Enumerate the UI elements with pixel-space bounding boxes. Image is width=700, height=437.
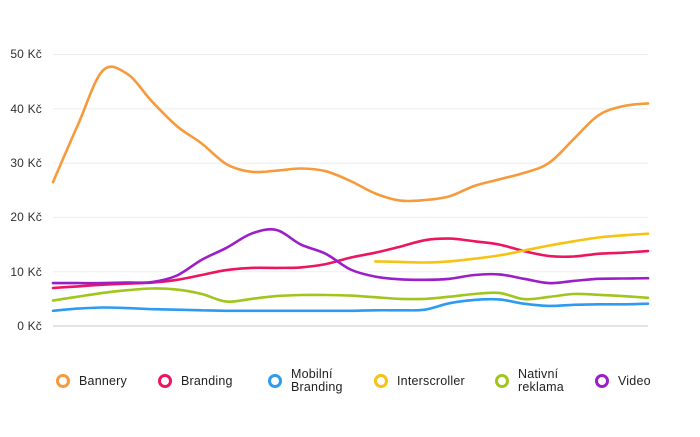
- legend-swatch-branding-icon: [158, 374, 172, 388]
- legend-label-line: reklama: [518, 380, 564, 394]
- series-line-interscroller: [374, 232, 650, 264]
- y-axis-tick-label: 10 Kč: [10, 265, 42, 279]
- legend-label-nativni-reklama: Nativní reklama: [518, 368, 564, 394]
- legend-item-branding[interactable]: Branding: [158, 362, 233, 400]
- series-line-nativni-reklama: [51, 287, 650, 304]
- series-line-branding: [51, 237, 650, 290]
- series-line-video: [51, 228, 650, 285]
- y-axis-tick-label: 0 Kč: [17, 319, 42, 333]
- series-line-bannery: [51, 65, 650, 203]
- y-axis-tick-label: 30 Kč: [10, 156, 42, 170]
- legend-item-video[interactable]: Video: [595, 362, 651, 400]
- legend-swatch-bannery-icon: [56, 374, 70, 388]
- y-axis-tick-label: 40 Kč: [10, 102, 42, 116]
- legend-label-video: Video: [618, 373, 651, 388]
- y-axis-tick-label: 50 Kč: [10, 47, 42, 61]
- legend-label-bannery: Bannery: [79, 373, 127, 388]
- legend-swatch-nativni-reklama-icon: [495, 374, 509, 388]
- legend-label-line: Interscroller: [397, 373, 465, 388]
- legend-label-interscroller: Interscroller: [397, 373, 465, 388]
- y-axis-tick-label: 20 Kč: [10, 210, 42, 224]
- legend-item-interscroller[interactable]: Interscroller: [374, 362, 465, 400]
- legend-label-branding: Branding: [181, 373, 233, 388]
- legend-swatch-mobilni-branding-icon: [268, 374, 282, 388]
- legend-label-line: Branding: [181, 373, 233, 388]
- series-line-mobilni-branding: [51, 297, 650, 313]
- chart-legend: Bannery Branding Mobilní Branding Interscrol…: [0, 362, 700, 402]
- legend-label-line: Mobilní: [291, 367, 333, 381]
- legend-item-nativni-reklama[interactable]: Nativní reklama: [495, 362, 564, 400]
- legend-label-line: Nativní: [518, 367, 559, 381]
- legend-label-mobilni-branding: Mobilní Branding: [291, 368, 343, 394]
- legend-item-bannery[interactable]: Bannery: [56, 362, 127, 400]
- legend-label-line: Branding: [291, 380, 343, 394]
- plot-area: [51, 54, 650, 327]
- legend-item-mobilni-branding[interactable]: Mobilní Branding: [268, 362, 343, 400]
- legend-label-line: Bannery: [79, 373, 127, 388]
- legend-label-line: Video: [618, 373, 651, 388]
- legend-swatch-video-icon: [595, 374, 609, 388]
- legend-swatch-interscroller-icon: [374, 374, 388, 388]
